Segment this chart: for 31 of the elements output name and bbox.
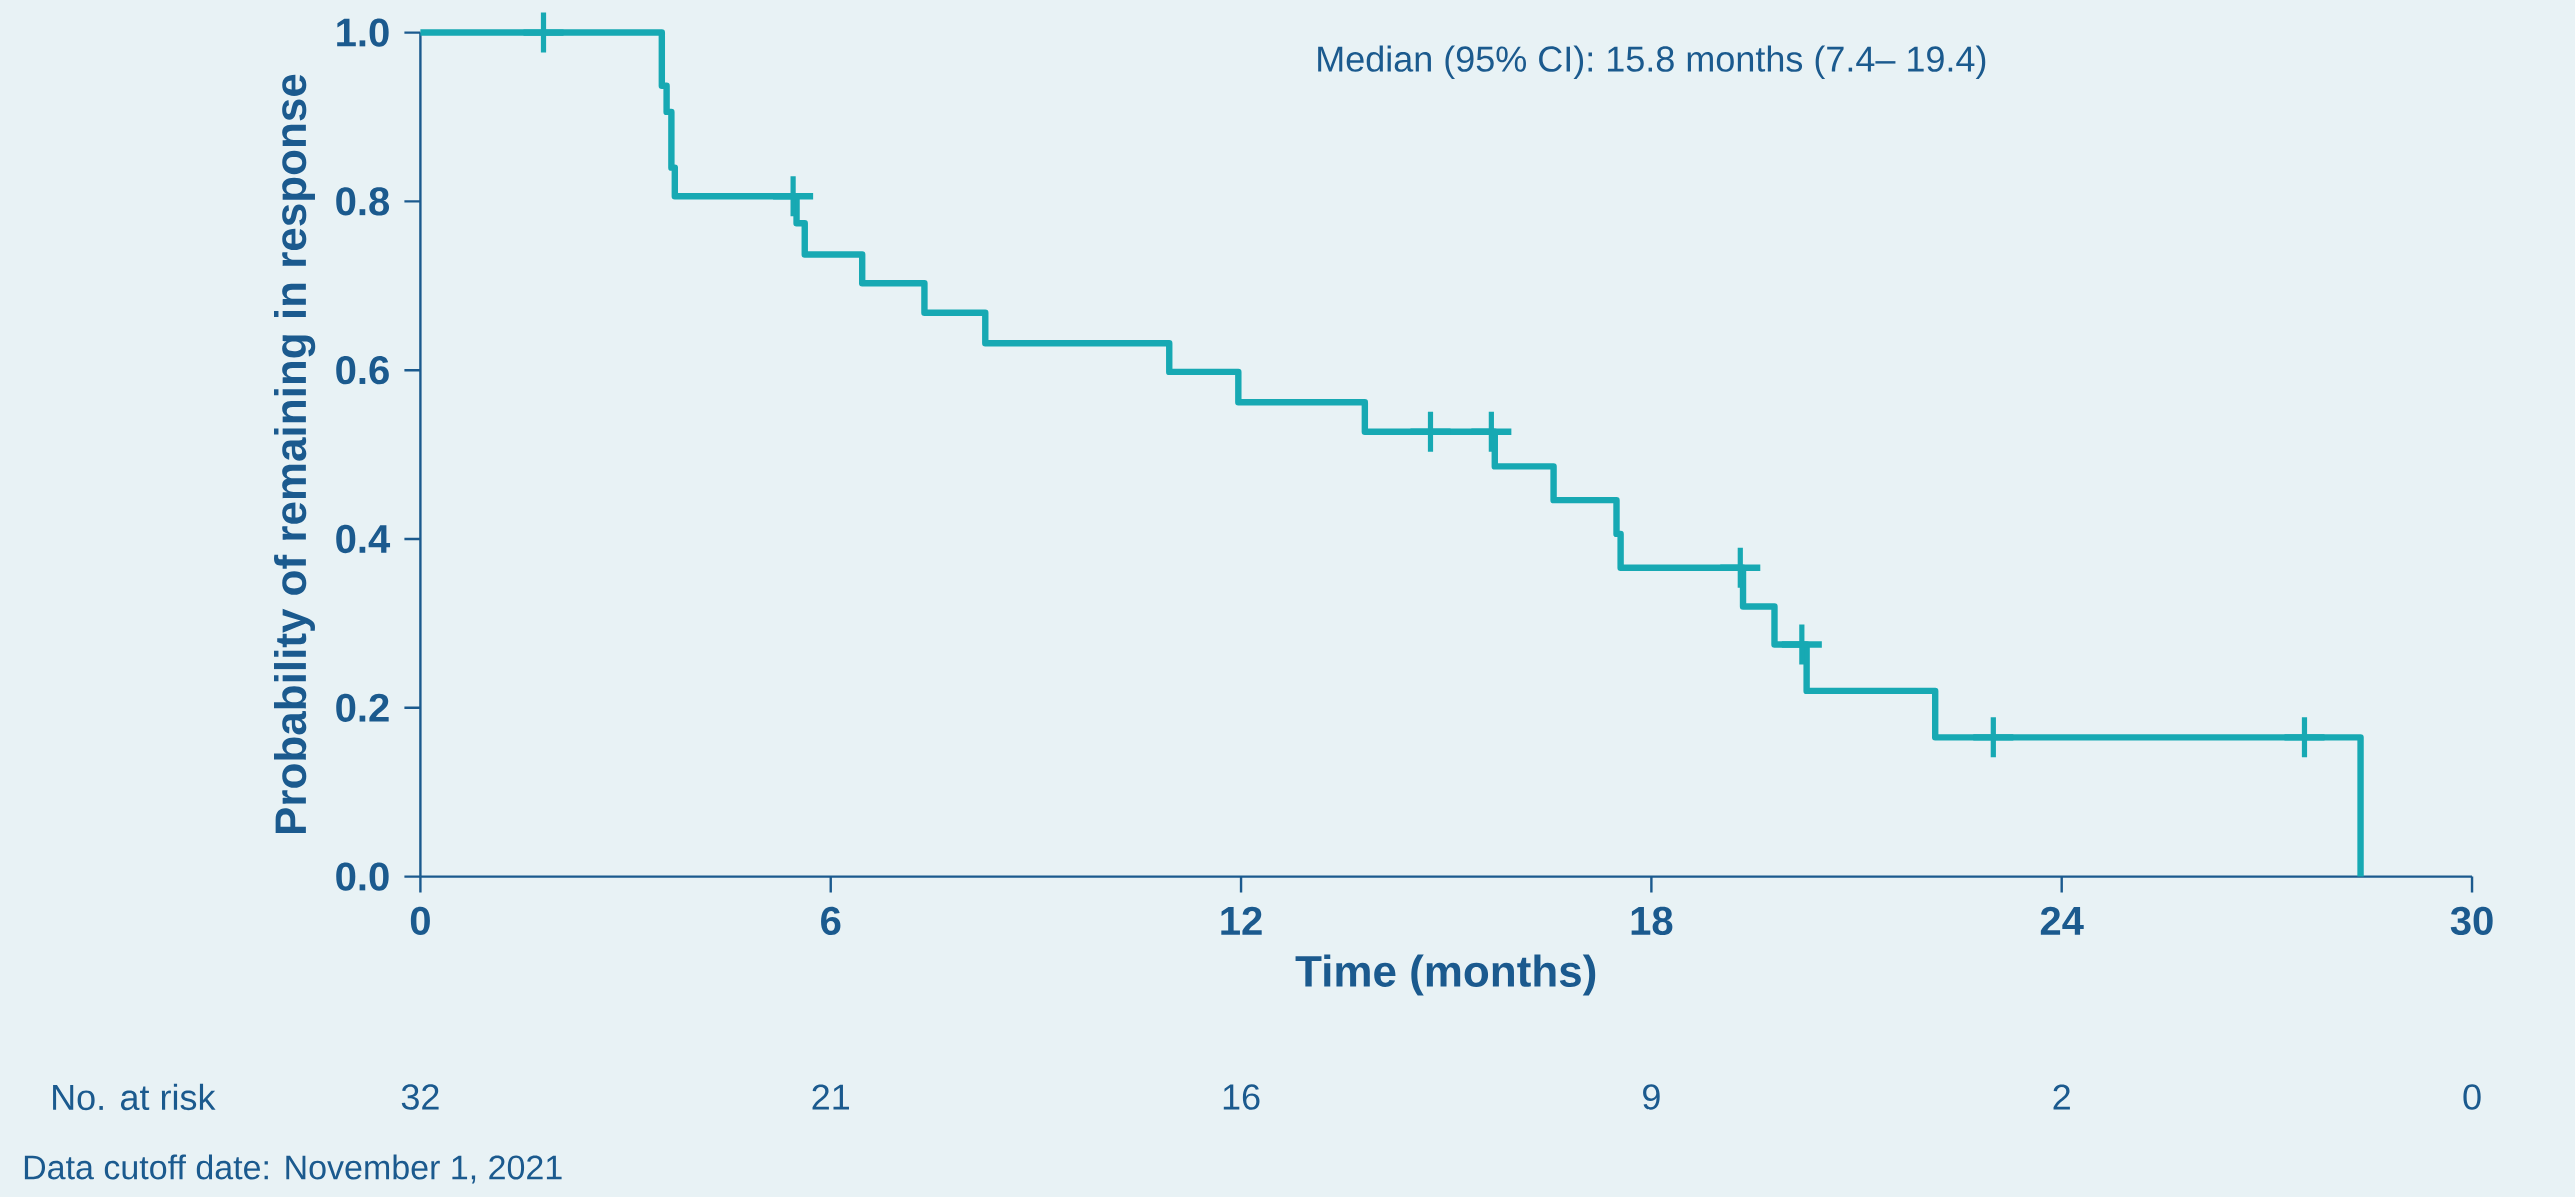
point <box>1973 717 2014 758</box>
x-tick-label: 6 <box>821 906 841 936</box>
annotation: Median (95% CI): 15.8 months (7.4– 19.4) <box>1318 45 1986 79</box>
point <box>1471 411 1512 452</box>
y-axis-title: Probability of remaining in response <box>274 74 316 834</box>
y-tick-label: 0.8 <box>336 187 390 216</box>
point <box>523 12 564 53</box>
text: 9 <box>1643 1084 1660 1110</box>
x-tick-label: 0 <box>410 906 430 936</box>
x-tick-label: 18 <box>1631 906 1673 936</box>
point <box>773 176 814 217</box>
point <box>1410 411 1451 452</box>
point <box>2284 717 2325 758</box>
text: No. at risk <box>53 1083 216 1111</box>
text: 16 <box>1223 1084 1260 1110</box>
point <box>1720 547 1761 588</box>
y-tick-label: 1.0 <box>337 18 389 47</box>
text: Data cutoff date: November 1, 2021 <box>24 1154 562 1184</box>
x-tick-label: 12 <box>1221 906 1262 935</box>
x-tick-label: 30 <box>2450 906 2493 936</box>
text: 32 <box>401 1084 439 1110</box>
text: 2 <box>2053 1084 2070 1110</box>
x-tick-label: 24 <box>2040 906 2084 935</box>
y-tick-label: 0.6 <box>336 356 389 385</box>
text: 21 <box>812 1084 849 1110</box>
y-tick-label: 0.4 <box>336 524 391 554</box>
y-tick-label: 0.2 <box>336 693 389 722</box>
y-tick-label: 0.0 <box>336 862 389 891</box>
text: 0 <box>2463 1084 2481 1110</box>
x-axis-title: Time (months) <box>1295 954 1596 996</box>
point <box>1781 624 1822 665</box>
